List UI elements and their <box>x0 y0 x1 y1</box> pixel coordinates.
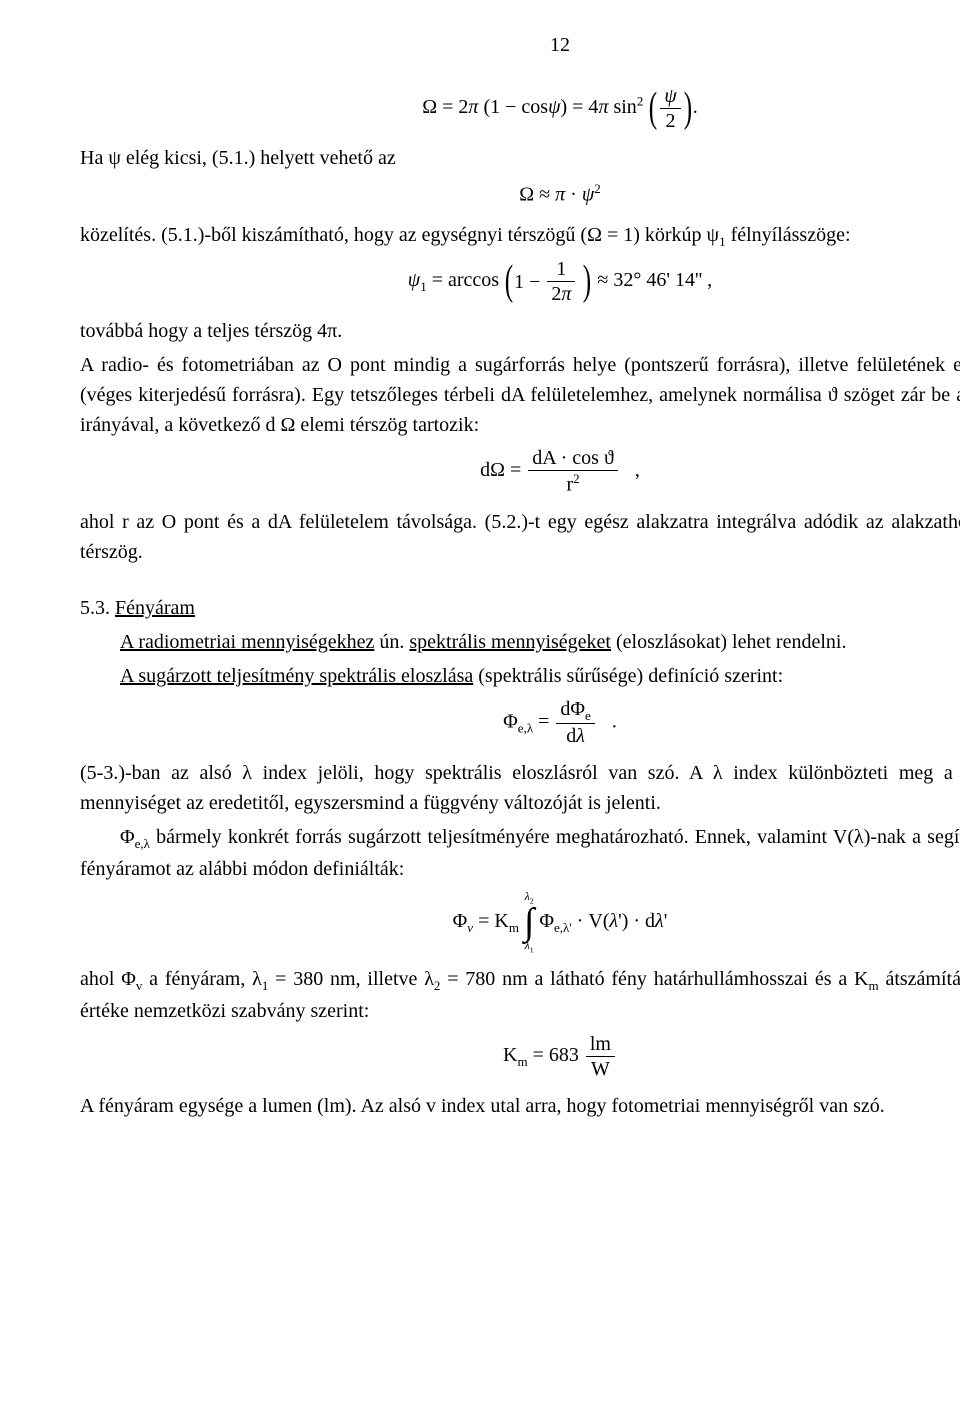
eq-integral-body: Φv = Km λ2 ∫ λ1 Φe,λ' · V(λ') · dλ' <box>453 890 668 955</box>
equation-5-1: Ω = 2π (1 − cosψ) = 4π sin2 (ψ2). (5.1.) <box>80 84 960 133</box>
eq52-body: dΩ = dA · cos ϑr2 , <box>480 446 640 497</box>
section-5-3-heading: 5.3. Fényáram <box>80 593 960 623</box>
equation-omega-approx: Ω ≈ π · ψ2 <box>80 179 960 210</box>
para-6: A radiometriai mennyiségekhez ún. spektr… <box>80 627 960 657</box>
para-5: ahol r az O pont és a dA felületelem táv… <box>80 507 960 567</box>
page-number: 12 <box>80 30 960 60</box>
equation-arccos: ψ1 = arccos (1 − 12π ) ≈ 32° 46' 14'' , <box>80 257 960 306</box>
eq-arccos-body: ψ1 = arccos (1 − 12π ) ≈ 32° 46' 14'' , <box>408 257 712 306</box>
equation-5-2: dΩ = dA · cos ϑr2 , (5.2.) <box>80 446 960 497</box>
para-1: Ha ψ elég kicsi, (5.1.) helyett vehető a… <box>80 143 960 173</box>
para-9: Φe,λ bármely konkrét forrás sugárzott te… <box>80 822 960 884</box>
equation-km: Km = 683 lmW <box>80 1032 960 1081</box>
para-11: A fényáram egysége a lumen (lm). Az alsó… <box>80 1091 960 1121</box>
eq53-body: Φe,λ = dΦe dλ . <box>503 697 617 749</box>
eq51-body: Ω = 2π (1 − cosψ) = 4π sin2 (ψ2). <box>422 84 697 133</box>
eq-approx-body: Ω ≈ π · ψ2 <box>519 179 600 210</box>
para-10: ahol Φv a fényáram, λ1 = 380 nm, illetve… <box>80 964 960 1026</box>
para-2: közelítés. (5.1.)-ből kiszámítható, hogy… <box>80 220 960 252</box>
para-3: továbbá hogy a teljes térszög 4π. <box>80 316 960 346</box>
equation-integral: Φv = Km λ2 ∫ λ1 Φe,λ' · V(λ') · dλ' <box>80 890 960 955</box>
para-7: A sugárzott teljesítmény spektrális elos… <box>80 661 960 691</box>
eq-km-body: Km = 683 lmW <box>503 1032 617 1081</box>
para-4: A radio- és fotometriában az O pont mind… <box>80 350 960 440</box>
equation-5-3: Φe,λ = dΦe dλ . (5.3.) <box>80 697 960 749</box>
para-8: (5-3.)-ban az alsó λ index jelöli, hogy … <box>80 758 960 818</box>
